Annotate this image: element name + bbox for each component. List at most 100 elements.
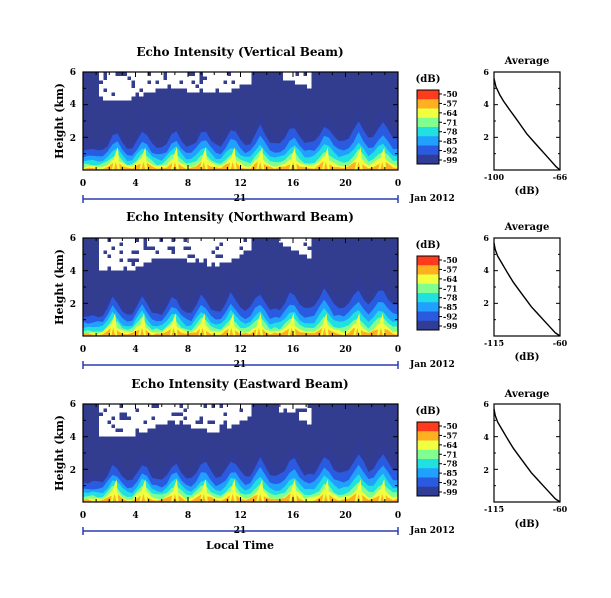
no-data-cell <box>215 424 220 429</box>
no-data-cell <box>139 84 144 89</box>
no-data-cell <box>147 408 152 413</box>
no-data-cell <box>103 96 108 101</box>
no-data-cell <box>143 416 148 421</box>
no-data-cell <box>151 80 156 85</box>
no-data-cell <box>203 408 208 413</box>
no-data-cell <box>299 72 304 77</box>
no-data-cell <box>143 88 148 93</box>
avg-y-tick-label: 6 <box>483 67 489 77</box>
colorbar-swatch <box>417 293 439 303</box>
no-data-cell <box>223 246 228 251</box>
no-data-cell <box>107 76 112 81</box>
no-data-cell <box>127 72 132 77</box>
no-data-cell <box>207 250 212 255</box>
no-data-cell <box>103 246 108 251</box>
no-data-cell <box>175 408 180 413</box>
colorbar-swatch <box>417 127 439 137</box>
no-data-cell <box>171 416 176 421</box>
no-data-cell <box>283 242 288 247</box>
no-data-cell <box>187 258 192 263</box>
no-data-cell <box>159 246 164 251</box>
no-data-cell <box>103 80 108 85</box>
no-data-cell <box>303 412 308 417</box>
no-data-cell <box>175 404 180 409</box>
no-data-cell <box>179 246 184 251</box>
no-data-cell <box>135 412 140 417</box>
no-data-cell <box>107 416 112 421</box>
colorbar: -50-57-64-71-78-85-92-99 <box>416 255 458 331</box>
no-data-cell <box>123 246 128 251</box>
no-data-cell <box>211 76 216 81</box>
colorbar-tick-label: -71 <box>443 283 457 293</box>
no-data-cell <box>295 404 300 409</box>
no-data-cell <box>115 84 120 89</box>
no-data-cell <box>171 76 176 81</box>
no-data-cell <box>227 254 232 259</box>
no-data-cell <box>103 238 108 243</box>
no-data-cell <box>103 420 108 425</box>
no-data-cell <box>183 412 188 417</box>
no-data-cell <box>191 424 196 429</box>
colorbar-tick-label: -50 <box>443 89 458 99</box>
x-tick-label: 4 <box>132 345 138 355</box>
x-tick-label: 8 <box>185 511 191 521</box>
no-data-cell <box>203 416 208 421</box>
no-data-cell <box>127 88 132 93</box>
heatmap <box>82 403 399 503</box>
no-data-cell <box>103 432 108 437</box>
colorbar-tick-label: -71 <box>443 449 457 459</box>
no-data-cell <box>247 238 252 243</box>
no-data-cell <box>175 420 180 425</box>
no-data-cell <box>231 254 236 259</box>
echo-core <box>228 479 237 502</box>
no-data-cell <box>235 412 240 417</box>
no-data-cell <box>195 242 200 247</box>
date-label: Jan 2012 <box>409 194 455 204</box>
no-data-cell <box>191 404 196 409</box>
no-data-cell <box>135 404 140 409</box>
no-data-cell <box>203 242 208 247</box>
no-data-cell <box>203 72 208 77</box>
no-data-cell <box>99 266 104 271</box>
no-data-cell <box>283 76 288 81</box>
no-data-cell <box>131 420 136 425</box>
no-data-cell <box>303 404 308 409</box>
no-data-cell <box>199 250 204 255</box>
no-data-cell <box>195 80 200 85</box>
no-data-cell <box>115 416 120 421</box>
no-data-cell <box>151 88 156 93</box>
no-data-cell <box>163 242 168 247</box>
colorbar-frame <box>416 255 440 331</box>
no-data-cell <box>99 404 104 409</box>
colorbar-tick-label: -50 <box>443 421 458 431</box>
no-data-cell <box>103 416 108 421</box>
no-data-cell <box>187 408 192 413</box>
no-data-cell <box>167 412 172 417</box>
echo-core <box>256 327 261 336</box>
no-data-cell <box>155 242 160 247</box>
colorbar-tick-label: -64 <box>443 274 458 284</box>
no-data-cell <box>203 246 208 251</box>
echo-core <box>254 313 263 336</box>
avg-y-tick-label: 4 <box>483 432 489 442</box>
colorbar-swatch <box>417 99 439 109</box>
echo-core <box>172 161 177 170</box>
no-data-cell <box>239 80 244 85</box>
no-data-cell <box>147 416 152 421</box>
no-data-cell <box>199 258 204 263</box>
no-data-cell <box>111 412 116 417</box>
no-data-cell <box>131 254 136 259</box>
no-data-cell <box>223 250 228 255</box>
colorbar-tick-label: -57 <box>443 264 457 274</box>
no-data-cell <box>215 72 220 77</box>
no-data-cell <box>175 416 180 421</box>
no-data-cell <box>207 262 212 267</box>
no-data-cell <box>211 80 216 85</box>
no-data-cell <box>115 92 120 97</box>
avg-y-tick-label: 6 <box>483 233 489 243</box>
no-data-cell <box>135 76 140 81</box>
no-data-cell <box>227 246 232 251</box>
no-data-cell <box>163 84 168 89</box>
no-data-cell <box>115 432 120 437</box>
